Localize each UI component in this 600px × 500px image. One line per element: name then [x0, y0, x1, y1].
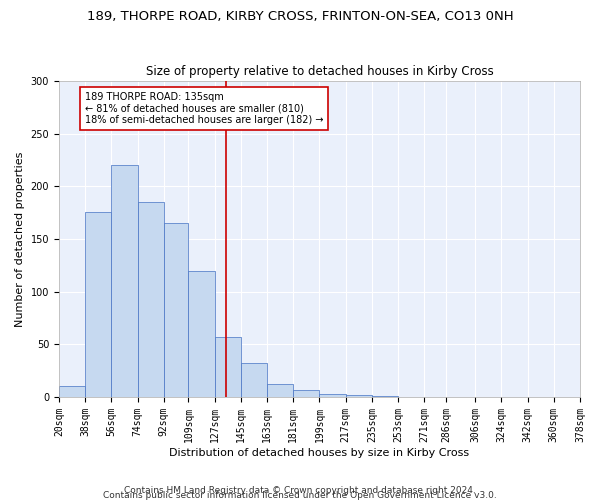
Bar — [188, 270, 215, 397]
Bar — [137, 202, 164, 397]
Title: Size of property relative to detached houses in Kirby Cross: Size of property relative to detached ho… — [146, 66, 493, 78]
Bar — [215, 337, 241, 397]
Bar — [85, 212, 112, 397]
Bar — [346, 395, 372, 397]
Y-axis label: Number of detached properties: Number of detached properties — [15, 152, 25, 326]
Bar — [372, 396, 398, 397]
Text: Contains public sector information licensed under the Open Government Licence v3: Contains public sector information licen… — [103, 490, 497, 500]
Bar — [319, 394, 346, 397]
Bar — [164, 223, 188, 397]
Bar — [241, 364, 267, 397]
Text: Contains HM Land Registry data © Crown copyright and database right 2024.: Contains HM Land Registry data © Crown c… — [124, 486, 476, 495]
Text: 189 THORPE ROAD: 135sqm
← 81% of detached houses are smaller (810)
18% of semi-d: 189 THORPE ROAD: 135sqm ← 81% of detache… — [85, 92, 323, 125]
Bar — [293, 390, 319, 397]
Text: 189, THORPE ROAD, KIRBY CROSS, FRINTON-ON-SEA, CO13 0NH: 189, THORPE ROAD, KIRBY CROSS, FRINTON-O… — [86, 10, 514, 23]
Bar — [59, 386, 85, 397]
Bar — [112, 166, 137, 397]
X-axis label: Distribution of detached houses by size in Kirby Cross: Distribution of detached houses by size … — [169, 448, 470, 458]
Bar — [267, 384, 293, 397]
